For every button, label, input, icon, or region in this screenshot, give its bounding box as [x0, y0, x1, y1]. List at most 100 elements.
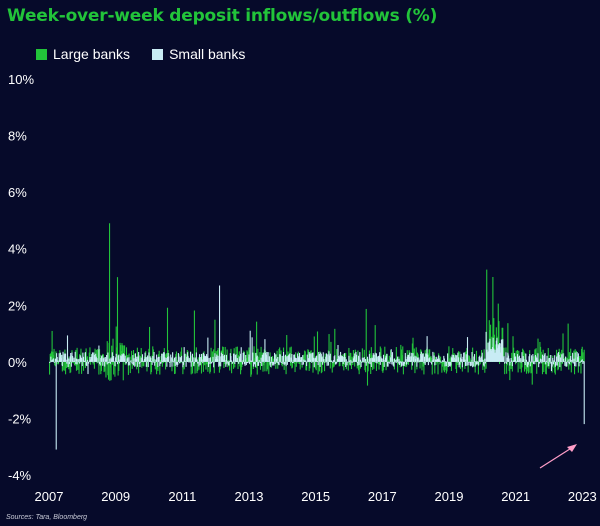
large-banks-bar — [218, 359, 220, 362]
small-banks-bar — [166, 361, 168, 367]
large-banks-bar — [388, 355, 390, 362]
large-banks-bar — [579, 357, 581, 362]
large-banks-bar — [476, 361, 478, 365]
small-banks-bar — [575, 361, 578, 362]
small-banks-bar — [199, 361, 201, 366]
small-banks-bar — [349, 361, 351, 366]
small-banks-bar — [475, 361, 477, 362]
large-banks-bar — [242, 361, 244, 363]
small-banks-bar — [69, 356, 71, 362]
large-banks-bar — [537, 338, 539, 362]
large-banks-bar — [236, 346, 238, 362]
small-banks-bar — [81, 361, 83, 367]
small-banks-bar — [397, 356, 399, 362]
small-banks-bar — [396, 359, 398, 362]
small-banks-bar — [343, 356, 345, 362]
small-banks-bar — [310, 353, 312, 362]
large-banks-bar — [90, 361, 92, 365]
small-banks-bar — [526, 361, 528, 367]
large-banks-bar — [308, 361, 310, 371]
small-banks-bar — [550, 361, 553, 372]
small-banks-bar — [364, 361, 366, 363]
small-banks-bar — [333, 356, 335, 362]
small-banks-bar — [338, 355, 340, 362]
large-banks-bar — [559, 352, 561, 362]
large-banks-bar — [407, 361, 410, 365]
large-banks-bar — [456, 361, 458, 374]
small-banks-bar — [581, 360, 583, 362]
large-banks-bar — [364, 361, 366, 371]
large-banks-bar — [338, 361, 340, 367]
small-banks-bar — [56, 356, 58, 362]
small-banks-bar — [99, 361, 101, 365]
y-tick-label: -2% — [8, 411, 32, 426]
large-banks-bar — [79, 361, 81, 363]
large-banks-bar — [445, 361, 447, 364]
small-banks-bar — [459, 361, 461, 365]
small-banks-bar — [379, 361, 381, 365]
small-banks-bar — [449, 361, 451, 367]
small-banks-bar — [249, 330, 251, 362]
large-banks-bar — [304, 350, 306, 362]
small-banks-bar — [254, 361, 256, 367]
y-tick-label: 10% — [8, 72, 34, 87]
large-banks-bar — [490, 324, 492, 362]
small-banks-bar — [573, 358, 575, 362]
large-banks-bar — [145, 357, 147, 362]
small-banks-bar — [446, 361, 448, 363]
small-banks-bar — [182, 361, 185, 365]
small-banks-bar — [332, 361, 334, 364]
large-banks-bar — [112, 338, 114, 362]
small-banks-bar — [150, 361, 153, 362]
small-banks-bar — [429, 357, 431, 362]
large-banks-bar — [549, 355, 551, 362]
large-banks-bar — [53, 348, 55, 362]
large-banks-bar — [102, 353, 104, 362]
small-banks-bar — [263, 361, 265, 363]
small-banks-bar — [431, 360, 433, 362]
large-banks-bar — [379, 346, 381, 362]
large-banks-bar — [250, 361, 253, 375]
large-banks-bar — [485, 361, 487, 369]
large-banks-bar — [369, 353, 371, 362]
large-banks-bar — [582, 352, 584, 362]
small-banks-bar — [159, 361, 161, 366]
small-banks-bar — [449, 361, 451, 367]
small-banks-bar — [148, 352, 150, 362]
large-banks-bar — [285, 361, 287, 375]
x-axis: 2007 2009 2011 2013 2015 2017 2019 2021 2023 — [35, 489, 597, 504]
small-banks-bar — [432, 351, 434, 362]
large-banks-bar — [75, 361, 78, 371]
large-banks-bar — [278, 348, 280, 362]
large-banks-bar — [370, 361, 372, 374]
small-banks-bar — [511, 360, 513, 362]
small-banks-bar — [202, 352, 204, 362]
small-banks-bar — [398, 358, 400, 362]
small-banks-bar — [243, 352, 245, 362]
y-tick-label: 2% — [8, 298, 27, 313]
large-banks-bar — [113, 361, 115, 375]
large-banks-bar — [416, 352, 419, 362]
small-banks-bar — [384, 359, 386, 362]
small-banks-bar — [74, 351, 76, 362]
large-banks-bar — [227, 360, 229, 362]
large-banks-bar — [472, 347, 474, 362]
small-banks-bar — [258, 359, 260, 362]
small-banks-bar — [391, 352, 394, 362]
small-banks-bar — [200, 353, 203, 362]
small-banks-bar — [299, 359, 301, 362]
small-banks-bar — [84, 360, 86, 362]
small-banks-bar — [362, 361, 364, 363]
small-banks-bar — [370, 361, 372, 367]
small-banks-bar — [186, 352, 188, 362]
small-banks-bar — [184, 361, 186, 362]
small-banks-bar — [77, 361, 79, 363]
small-banks-bar — [579, 361, 581, 363]
large-banks-bar — [315, 361, 317, 371]
small-banks-bar — [202, 361, 204, 364]
small-banks-bar — [188, 358, 190, 362]
large-banks-bar — [497, 303, 499, 362]
small-banks-bar — [312, 352, 314, 362]
small-banks-bar — [561, 361, 563, 363]
large-banks-bar — [183, 361, 185, 370]
